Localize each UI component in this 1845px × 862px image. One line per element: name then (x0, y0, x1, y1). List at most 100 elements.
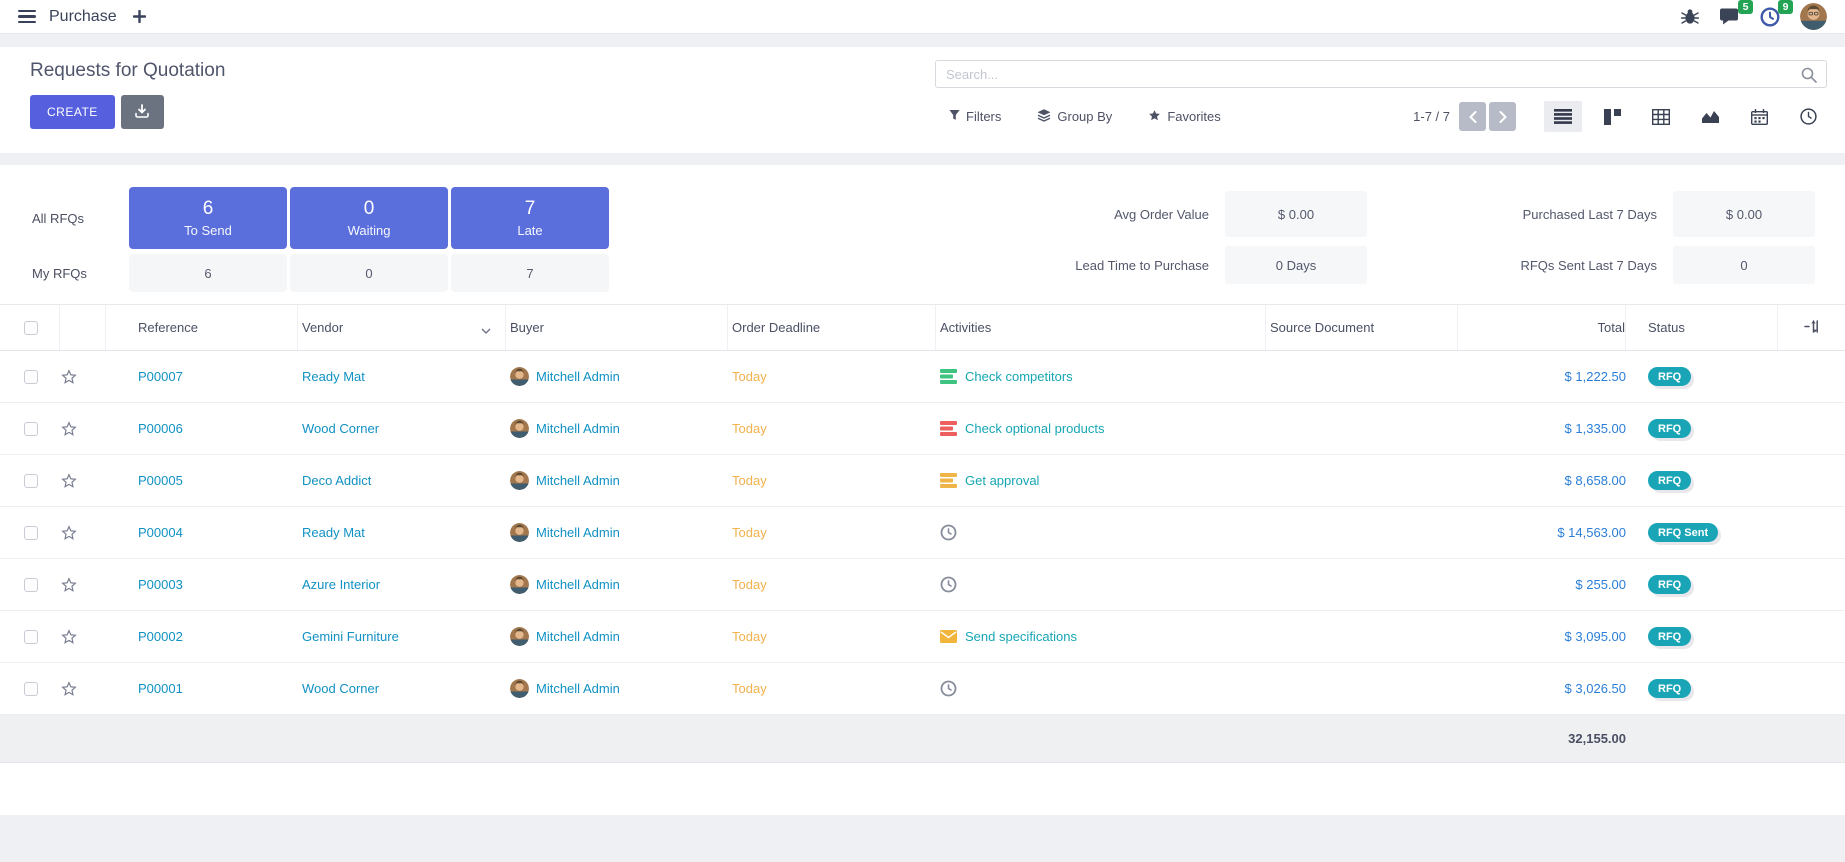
table-row[interactable]: P00001 Wood Corner Mitchell Admin Today … (0, 663, 1845, 715)
reference-link[interactable]: P00006 (138, 421, 183, 436)
vendor-link[interactable]: Wood Corner (302, 421, 380, 436)
table-row[interactable]: P00005 Deco Addict Mitchell Admin Today … (0, 455, 1845, 507)
row-checkbox[interactable] (24, 681, 38, 696)
view-graph-icon[interactable] (1691, 101, 1729, 132)
view-kanban-icon[interactable] (1593, 101, 1631, 132)
messages-icon[interactable]: 5 (1719, 0, 1753, 26)
apps-menu-icon[interactable] (18, 9, 36, 24)
my-rfqs-to-send[interactable]: 6 (129, 254, 287, 292)
vendor-link[interactable]: Deco Addict (302, 473, 372, 488)
activity-link[interactable]: Check optional products (965, 421, 1105, 436)
column-header-total[interactable]: Total (1458, 305, 1626, 350)
optional-columns-icon[interactable] (1804, 319, 1819, 337)
chevron-down-icon[interactable] (481, 322, 491, 337)
envelope-icon[interactable] (940, 630, 957, 643)
my-rfqs-waiting[interactable]: 0 (290, 254, 448, 292)
column-header-status[interactable]: Status (1626, 305, 1778, 350)
search-box (935, 60, 1827, 88)
activity-link[interactable]: Send specifications (965, 629, 1078, 644)
buyer-link[interactable]: Mitchell Admin (536, 577, 620, 592)
row-checkbox[interactable] (24, 577, 38, 592)
table-row[interactable]: P00002 Gemini Furniture Mitchell Admin T… (0, 611, 1845, 663)
clock-icon[interactable] (940, 524, 957, 541)
favorite-star-icon[interactable] (60, 368, 78, 386)
filters-button[interactable]: Filters (949, 109, 1001, 124)
row-checkbox[interactable] (24, 369, 38, 384)
vendor-link[interactable]: Azure Interior (302, 577, 381, 592)
column-header-reference[interactable]: Reference (106, 305, 298, 350)
buyer-avatar (510, 627, 529, 646)
table-row[interactable]: P00004 Ready Mat Mitchell Admin Today $ … (0, 507, 1845, 559)
buyer-link[interactable]: Mitchell Admin (536, 473, 620, 488)
my-rfqs-late[interactable]: 7 (451, 254, 609, 292)
user-avatar[interactable] (1800, 3, 1827, 30)
clock-icon[interactable] (940, 680, 957, 697)
reference-link[interactable]: P00005 (138, 473, 183, 488)
view-activity-icon[interactable] (1789, 101, 1827, 132)
favorite-star-icon[interactable] (60, 680, 78, 698)
table-row[interactable]: P00007 Ready Mat Mitchell Admin Today Ch… (0, 351, 1845, 403)
favorite-star-icon[interactable] (60, 524, 78, 542)
pager-next-button[interactable] (1489, 102, 1516, 131)
status-badge: RFQ Sent (1648, 523, 1719, 542)
tasks-icon[interactable] (940, 421, 957, 436)
kpi-lead-time: 0 Days (1225, 246, 1367, 284)
group-by-button[interactable]: Group By (1037, 108, 1112, 125)
clock-icon[interactable] (940, 576, 957, 593)
row-checkbox[interactable] (24, 473, 38, 488)
favorite-star-icon[interactable] (60, 420, 78, 438)
tasks-icon[interactable] (940, 473, 957, 488)
reference-link[interactable]: P00002 (138, 629, 183, 644)
row-checkbox[interactable] (24, 525, 38, 540)
column-header-buyer[interactable]: Buyer (506, 305, 728, 350)
view-pivot-icon[interactable] (1642, 101, 1680, 132)
pager-range: 1-7 / 7 (1413, 109, 1450, 124)
search-icon[interactable] (1801, 67, 1817, 88)
column-header-activities[interactable]: Activities (936, 305, 1266, 350)
buyer-link[interactable]: Mitchell Admin (536, 629, 620, 644)
reference-link[interactable]: P00007 (138, 369, 183, 384)
row-checkbox[interactable] (24, 421, 38, 436)
view-calendar-icon[interactable] (1740, 101, 1778, 132)
bug-icon[interactable] (1681, 8, 1699, 25)
plus-icon[interactable] (132, 10, 146, 23)
vendor-link[interactable]: Ready Mat (302, 525, 365, 540)
buyer-link[interactable]: Mitchell Admin (536, 525, 620, 540)
export-button[interactable] (120, 95, 164, 129)
column-header-vendor[interactable]: Vendor (298, 305, 506, 350)
column-header-order-deadline[interactable]: Order Deadline (728, 305, 936, 350)
reference-link[interactable]: P00003 (138, 577, 183, 592)
tile-waiting[interactable]: 0 Waiting (290, 187, 448, 249)
activity-link[interactable]: Get approval (965, 473, 1040, 488)
view-list-icon[interactable] (1544, 101, 1582, 132)
vendor-link[interactable]: Wood Corner (302, 681, 380, 696)
activities-clock-icon[interactable]: 9 (1760, 0, 1793, 27)
favorite-star-icon[interactable] (60, 628, 78, 646)
tasks-icon[interactable] (940, 369, 957, 384)
order-deadline: Today (732, 421, 767, 436)
tile-to-send[interactable]: 6 To Send (129, 187, 287, 249)
pager-previous-button[interactable] (1459, 102, 1486, 131)
search-input[interactable] (936, 61, 1826, 87)
app-name[interactable]: Purchase (49, 7, 117, 25)
activity-link[interactable]: Check competitors (965, 369, 1073, 384)
buyer-link[interactable]: Mitchell Admin (536, 681, 620, 696)
total-amount: $ 3,095.00 (1564, 629, 1626, 644)
table-row[interactable]: P00006 Wood Corner Mitchell Admin Today … (0, 403, 1845, 455)
table-row[interactable]: P00003 Azure Interior Mitchell Admin Tod… (0, 559, 1845, 611)
create-button[interactable]: CREATE (30, 95, 115, 129)
rfq-list: Reference Vendor Buyer Order Deadline Ac… (0, 305, 1845, 815)
row-checkbox[interactable] (24, 629, 38, 644)
favorites-button[interactable]: Favorites (1148, 109, 1221, 125)
buyer-link[interactable]: Mitchell Admin (536, 421, 620, 436)
vendor-link[interactable]: Gemini Furniture (302, 629, 399, 644)
reference-link[interactable]: P00004 (138, 525, 183, 540)
vendor-link[interactable]: Ready Mat (302, 369, 365, 384)
reference-link[interactable]: P00001 (138, 681, 183, 696)
select-all-checkbox[interactable] (24, 320, 38, 335)
favorite-star-icon[interactable] (60, 472, 78, 490)
column-header-source-document[interactable]: Source Document (1266, 305, 1458, 350)
tile-late[interactable]: 7 Late (451, 187, 609, 249)
favorite-star-icon[interactable] (60, 576, 78, 594)
buyer-link[interactable]: Mitchell Admin (536, 369, 620, 384)
